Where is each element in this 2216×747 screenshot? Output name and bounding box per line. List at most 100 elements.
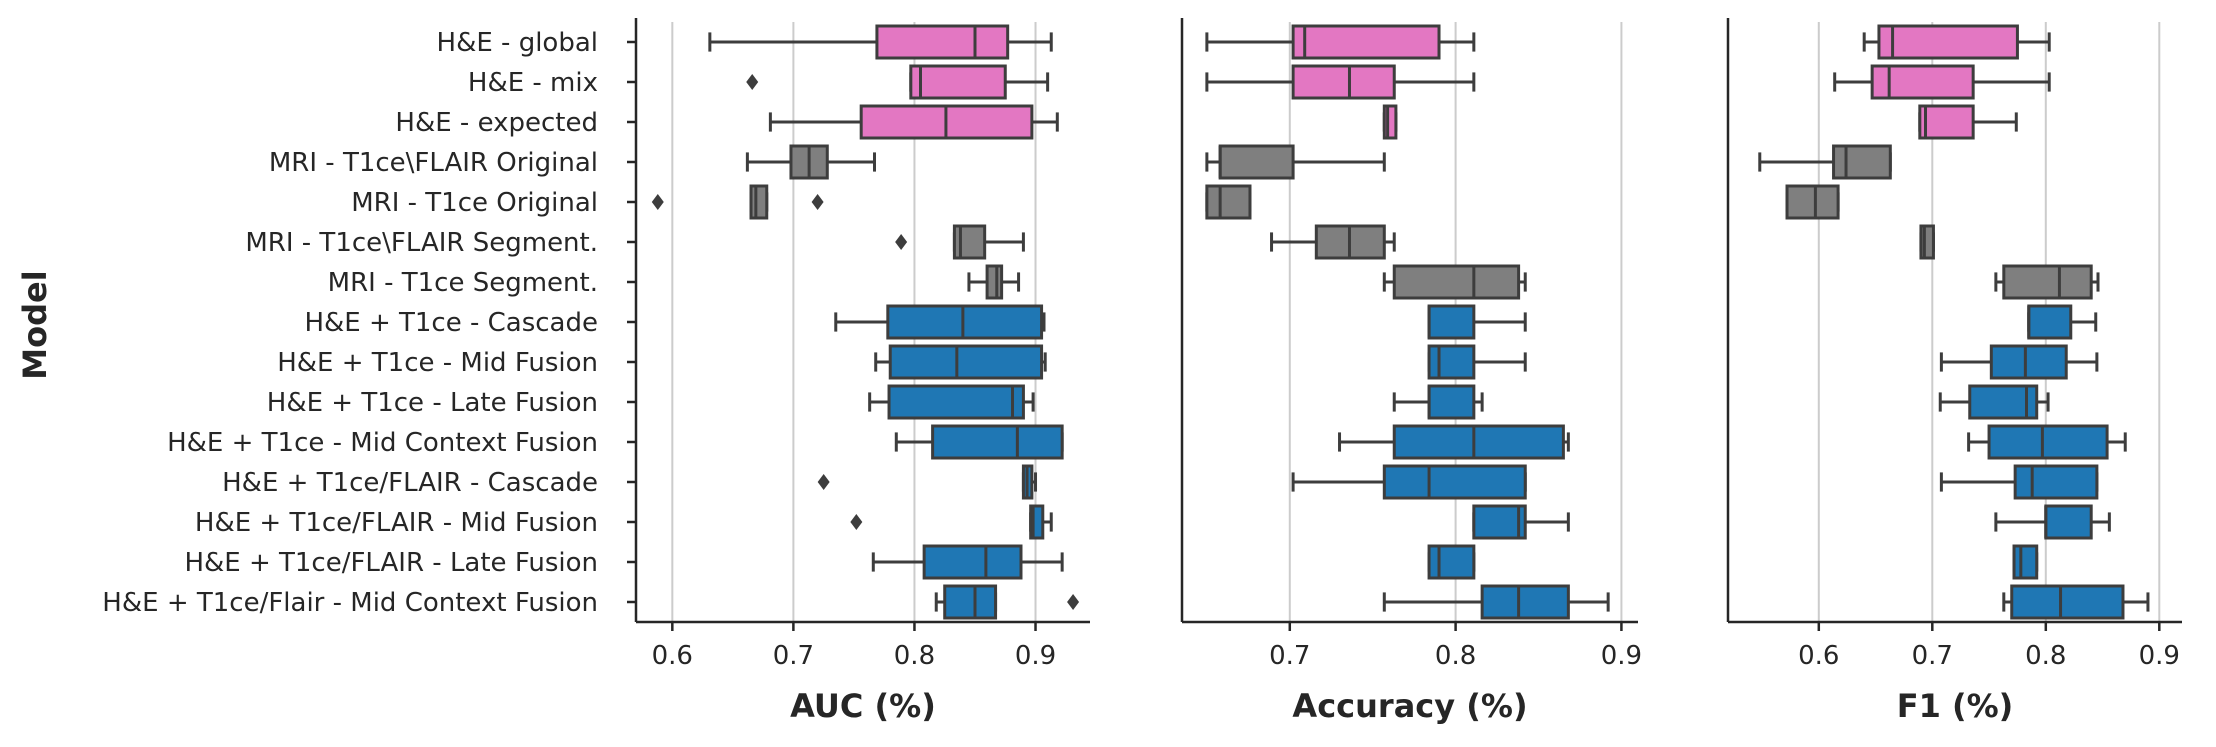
box-rect (1382, 104, 1398, 140)
box-rect (1870, 64, 1975, 100)
box-8 (834, 304, 1046, 340)
box-13 (850, 504, 1053, 540)
box-10 (868, 384, 1035, 420)
y-tick-label: MRI - T1ce\FLAIR Segment. (245, 228, 598, 258)
box-5 (651, 184, 824, 220)
outlier-point (895, 234, 908, 250)
box-4 (1205, 144, 1386, 180)
y-tick-label: MRI - T1ce Original (351, 188, 598, 218)
y-tick-label: H&E + T1ce - Late Fusion (267, 388, 598, 418)
box-1 (1862, 24, 2051, 60)
outlier-point (1067, 594, 1080, 610)
x-tick-label: 0.6 (652, 641, 693, 671)
y-axis-title: Model (16, 270, 54, 379)
box-rect (1205, 184, 1252, 220)
y-tick-label: H&E + T1ce/Flair - Mid Context Fusion (102, 588, 598, 618)
box-rect (1291, 64, 1396, 100)
box-1 (708, 24, 1053, 60)
box-4 (1758, 144, 1892, 180)
box-rect (1480, 584, 1570, 620)
y-tick-label: H&E + T1ce/FLAIR - Late Fusion (184, 548, 598, 578)
x-axis-title: AUC (%) (790, 687, 936, 725)
box-rect (1877, 24, 2019, 60)
box-rect (1392, 264, 1521, 300)
box-rect (931, 424, 1064, 460)
box-rect (2013, 464, 2099, 500)
box-rect (749, 184, 769, 220)
panel-1: 0.6 0.7 0.8 0.9 AUC (%) (634, 18, 1090, 725)
box-2 (746, 64, 1050, 100)
y-tick-label: H&E + T1ce - Cascade (304, 308, 598, 338)
x-axis-title: F1 (%) (1897, 687, 2014, 725)
box-rect (887, 384, 1025, 420)
box-rect (985, 264, 1004, 300)
box-12 (1939, 464, 2099, 500)
box-15 (934, 584, 1080, 620)
box-5 (1785, 184, 1840, 220)
box-15 (2002, 584, 2150, 620)
y-tick-label: H&E - global (437, 28, 598, 58)
outlier-point (651, 194, 664, 210)
box-rect (2002, 264, 2093, 300)
box-rect (1382, 464, 1527, 500)
box-rect (952, 224, 987, 260)
box-rect (1427, 344, 1476, 380)
x-axis-title: Accuracy (%) (1292, 687, 1527, 725)
x-tick-label: 0.7 (1912, 641, 1953, 671)
box-rect (1918, 104, 1975, 140)
y-tick-label: MRI - T1ce\FLAIR Original (269, 148, 598, 178)
x-tick-label: 0.9 (1601, 641, 1642, 671)
box-rect (1218, 144, 1295, 180)
box-13 (1994, 504, 2111, 540)
box-rect (1392, 424, 1565, 460)
box-rect (2027, 304, 2073, 340)
box-10 (1938, 384, 2050, 420)
box-13 (1472, 504, 1570, 540)
box-rect (922, 544, 1023, 580)
box-6 (895, 224, 1025, 260)
box-rect (1785, 184, 1840, 220)
box-rect (1832, 144, 1892, 180)
box-15 (1382, 584, 1610, 620)
box-rect (1919, 224, 1935, 260)
y-tick-label: H&E + T1ce/FLAIR - Mid Fusion (195, 508, 598, 538)
x-tick-label: 0.8 (894, 641, 935, 671)
box-3 (1382, 104, 1398, 140)
box-rect (2012, 544, 2039, 580)
box-rect (888, 344, 1044, 380)
box-7 (1994, 264, 2100, 300)
box-rect (2010, 584, 2125, 620)
box-7 (1382, 264, 1527, 300)
x-tick-label: 0.7 (1269, 641, 1310, 671)
x-tick-label: 0.8 (1435, 641, 1476, 671)
box-11 (1338, 424, 1570, 460)
box-6 (1270, 224, 1396, 260)
box-rect (1427, 384, 1476, 420)
box-4 (745, 144, 877, 180)
box-rect (1427, 544, 1476, 580)
category-labels: H&E - global H&E - mix H&E - expected MRI -… (102, 28, 636, 618)
outlier-point (811, 194, 824, 210)
y-tick-label: H&E + T1ce/FLAIR - Cascade (222, 468, 598, 498)
box-rect (1987, 424, 2109, 460)
x-tick-label: 0.6 (1798, 641, 1839, 671)
box-11 (1967, 424, 2127, 460)
y-tick-label: H&E - mix (468, 68, 598, 98)
box-9 (874, 344, 1047, 380)
y-tick-label: H&E + T1ce - Mid Fusion (277, 348, 598, 378)
box-12 (817, 464, 1038, 500)
box-rect (909, 64, 1007, 100)
box-rect (875, 24, 1010, 60)
box-6 (1919, 224, 1935, 260)
y-tick-label: MRI - T1ce Segment. (328, 268, 598, 298)
outlier-point (746, 74, 759, 90)
box-rect (1291, 24, 1441, 60)
y-tick-label: H&E + T1ce - Mid Context Fusion (167, 428, 598, 458)
box-rect (1427, 304, 1476, 340)
box-14 (2012, 544, 2039, 580)
panel-2: 0.7 0.8 0.9 Accuracy (%) (1180, 18, 1642, 725)
x-tick-label: 0.9 (2139, 641, 2180, 671)
y-tick-label: H&E - expected (395, 108, 598, 138)
x-tick-label: 0.9 (1015, 641, 1056, 671)
